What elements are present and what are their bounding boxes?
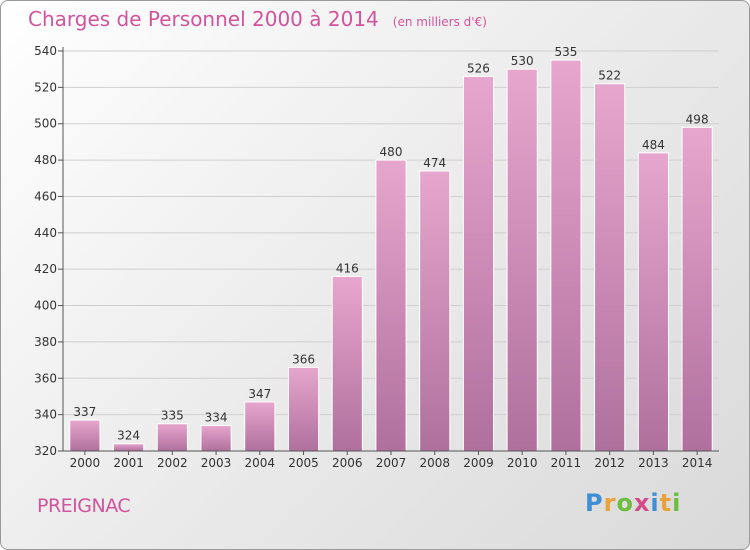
logo-letter: i — [650, 489, 660, 517]
y-tick-label: 420 — [34, 262, 57, 276]
chart-title-text: Charges de Personnel 2000 à 2014 — [28, 7, 379, 31]
data-label: 526 — [467, 61, 490, 75]
y-tick-label: 320 — [34, 444, 57, 458]
bar — [287, 366, 320, 452]
bar — [200, 425, 232, 452]
x-tick-label: 2005 — [288, 456, 319, 470]
x-tick-label: 2008 — [419, 456, 450, 470]
y-tick-label: 360 — [34, 371, 57, 385]
x-tick-label: 2006 — [332, 456, 363, 470]
data-label: 474 — [423, 156, 446, 170]
bar — [331, 275, 363, 452]
bar — [156, 423, 188, 452]
place-name: PREIGNAC — [37, 495, 131, 517]
bar — [113, 443, 145, 452]
data-label: 337 — [73, 405, 96, 419]
y-tick-label: 380 — [34, 335, 57, 349]
y-tick-label: 460 — [34, 189, 57, 203]
data-label: 334 — [205, 411, 228, 425]
x-tick-label: 2012 — [594, 456, 625, 470]
bar — [550, 59, 582, 452]
proxiti-logo: Proxiti — [585, 489, 681, 517]
logo-letter: x — [633, 489, 651, 517]
data-label: 480 — [380, 145, 403, 159]
logo-letter: r — [603, 489, 617, 517]
data-label: 522 — [598, 69, 621, 83]
x-tick-label: 2010 — [507, 456, 538, 470]
y-tick-label: 480 — [34, 153, 57, 167]
x-tick-label: 2002 — [157, 456, 188, 470]
x-tick-label: 2004 — [245, 456, 276, 470]
x-tick-label: 2001 — [113, 456, 144, 470]
bar — [419, 170, 451, 452]
bar — [244, 401, 276, 452]
y-tick-label: 540 — [34, 44, 57, 58]
data-label: 347 — [248, 387, 271, 401]
data-label: 335 — [161, 409, 184, 423]
y-tick-label: 340 — [34, 408, 57, 422]
y-tick-label: 440 — [34, 226, 57, 240]
x-tick-label: 2007 — [376, 456, 407, 470]
logo-letter: t — [659, 489, 673, 517]
bar — [681, 126, 713, 452]
y-tick-label: 520 — [34, 80, 57, 94]
data-label: 498 — [686, 112, 709, 126]
bar — [637, 152, 669, 452]
chart-title: Charges de Personnel 2000 à 2014 (en mill… — [28, 7, 487, 31]
data-label: 366 — [292, 352, 315, 366]
data-label: 530 — [511, 54, 534, 68]
x-tick-label: 2011 — [551, 456, 582, 470]
bar — [462, 75, 495, 452]
data-label: 324 — [117, 429, 140, 443]
bar — [69, 419, 101, 452]
y-tick-label: 400 — [34, 299, 57, 313]
data-label: 484 — [642, 138, 665, 152]
y-tick-label: 500 — [34, 117, 57, 131]
x-tick-label: 2000 — [70, 456, 101, 470]
chart-subtitle: (en milliers d'€) — [392, 15, 487, 29]
bar — [506, 68, 538, 452]
data-label: 416 — [336, 261, 359, 275]
x-tick-label: 2014 — [682, 456, 713, 470]
bar — [375, 159, 407, 452]
bars: 337 324 335 334 347 366 416 480 474 526 530 535 522 4… — [69, 45, 713, 452]
bar — [594, 83, 626, 452]
logo-letter: P — [585, 489, 604, 517]
x-tick-label: 2009 — [463, 456, 494, 470]
data-label: 535 — [554, 45, 577, 59]
x-tick-label: 2013 — [638, 456, 669, 470]
logo-letter: i — [672, 489, 682, 517]
x-tick-label: 2003 — [201, 456, 232, 470]
logo-letter: o — [616, 489, 634, 517]
axes: 320 340 360 380 400 420 440 460 480 500 520 540 2000… — [34, 44, 719, 470]
